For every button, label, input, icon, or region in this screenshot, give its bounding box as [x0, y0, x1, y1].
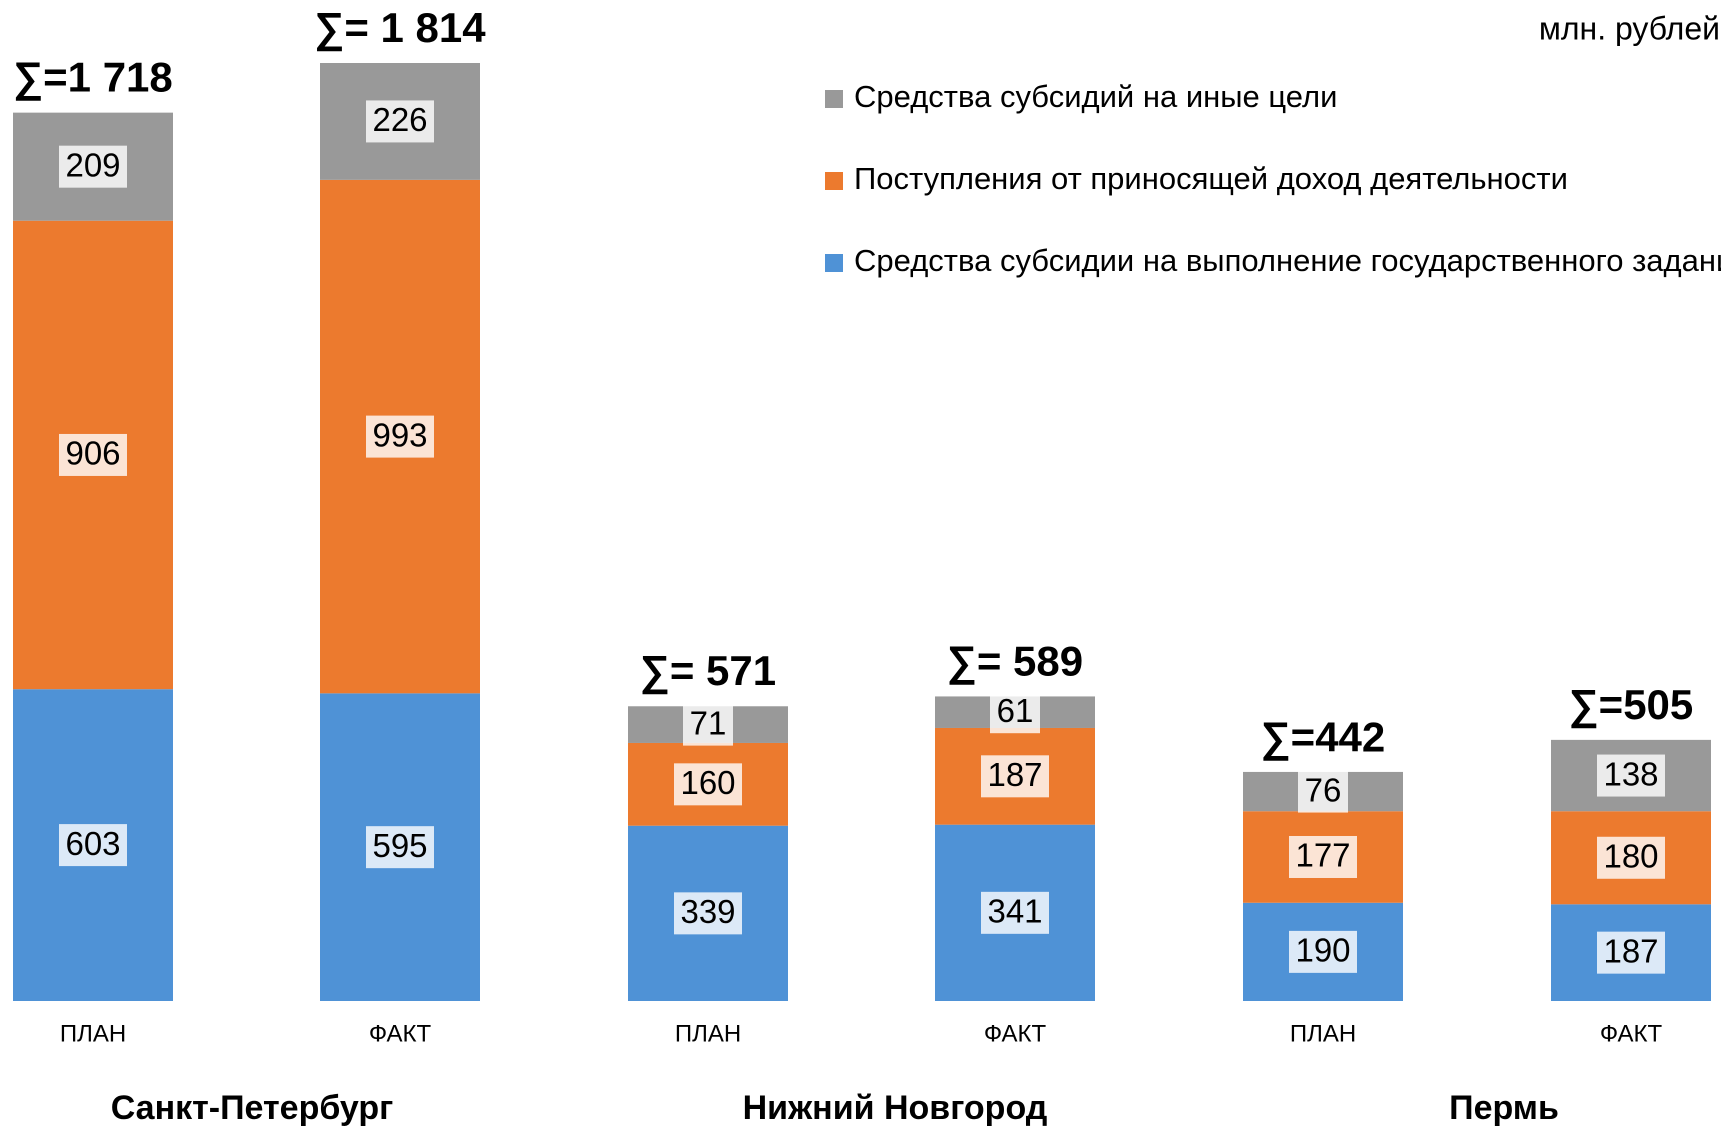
value-label: 71 [690, 704, 727, 741]
x-tick-label: ФАКТ [984, 1020, 1047, 1047]
value-label: 177 [1295, 837, 1350, 874]
legend-swatch [825, 90, 843, 108]
value-label: 180 [1603, 837, 1658, 874]
value-label: 138 [1603, 755, 1658, 792]
x-tick-label: ПЛАН [60, 1020, 126, 1047]
value-label-box [59, 145, 127, 188]
value-label: 187 [1603, 932, 1658, 969]
legend-swatch [825, 254, 843, 272]
value-label-box [674, 763, 742, 806]
value-label-box [1289, 930, 1357, 973]
group-label: Санкт-Петербург [111, 1089, 394, 1127]
unit-label: млн. рублей [1539, 10, 1720, 46]
x-tick-label: ФАКТ [369, 1020, 432, 1047]
value-label-box [981, 891, 1049, 934]
value-label: 339 [680, 893, 735, 930]
legend-label: Средства субсидии на выполнение государс… [854, 243, 1721, 278]
value-label: 906 [65, 435, 120, 472]
x-tick-label: ПЛАН [1290, 1020, 1356, 1047]
value-label: 61 [997, 692, 1034, 729]
legend-label: Средства субсидий на иные цели [854, 79, 1337, 114]
value-label-box [1597, 931, 1665, 974]
value-label: 160 [680, 764, 735, 801]
value-label-box [366, 100, 434, 143]
value-label: 187 [987, 756, 1042, 793]
value-label: 190 [1295, 932, 1350, 969]
value-label: 76 [1305, 771, 1342, 808]
value-label: 595 [372, 827, 427, 864]
value-label: 226 [372, 101, 427, 138]
total-label: ∑=1 718 [13, 54, 173, 102]
value-label-box [1289, 835, 1357, 878]
total-label: ∑= 1 814 [314, 4, 486, 52]
x-tick-label: ПЛАН [675, 1020, 741, 1047]
value-label-box [366, 826, 434, 869]
value-label-box [1298, 770, 1348, 813]
group-label: Нижний Новгород [743, 1089, 1048, 1127]
value-label-box [683, 703, 733, 746]
total-label: ∑=505 [1569, 681, 1694, 729]
value-label-box [59, 824, 127, 867]
total-label: ∑= 589 [947, 638, 1083, 686]
group-label: Пермь [1449, 1089, 1559, 1127]
value-label: 209 [65, 146, 120, 183]
value-label: 993 [372, 416, 427, 453]
value-label-box [1597, 836, 1665, 879]
value-label-box [59, 433, 127, 476]
value-label-box [981, 755, 1049, 798]
legend-label: Поступления от приносящей доход деятельн… [854, 161, 1568, 196]
value-label-box [1597, 754, 1665, 797]
x-tick-label: ФАКТ [1600, 1020, 1663, 1047]
value-label: 603 [65, 825, 120, 862]
value-label-box [674, 892, 742, 935]
value-label: 341 [987, 893, 1042, 930]
value-label-box [990, 691, 1040, 734]
total-label: ∑=442 [1261, 714, 1386, 762]
total-label: ∑= 571 [640, 647, 776, 695]
value-label-box [366, 415, 434, 458]
legend-swatch [825, 172, 843, 190]
